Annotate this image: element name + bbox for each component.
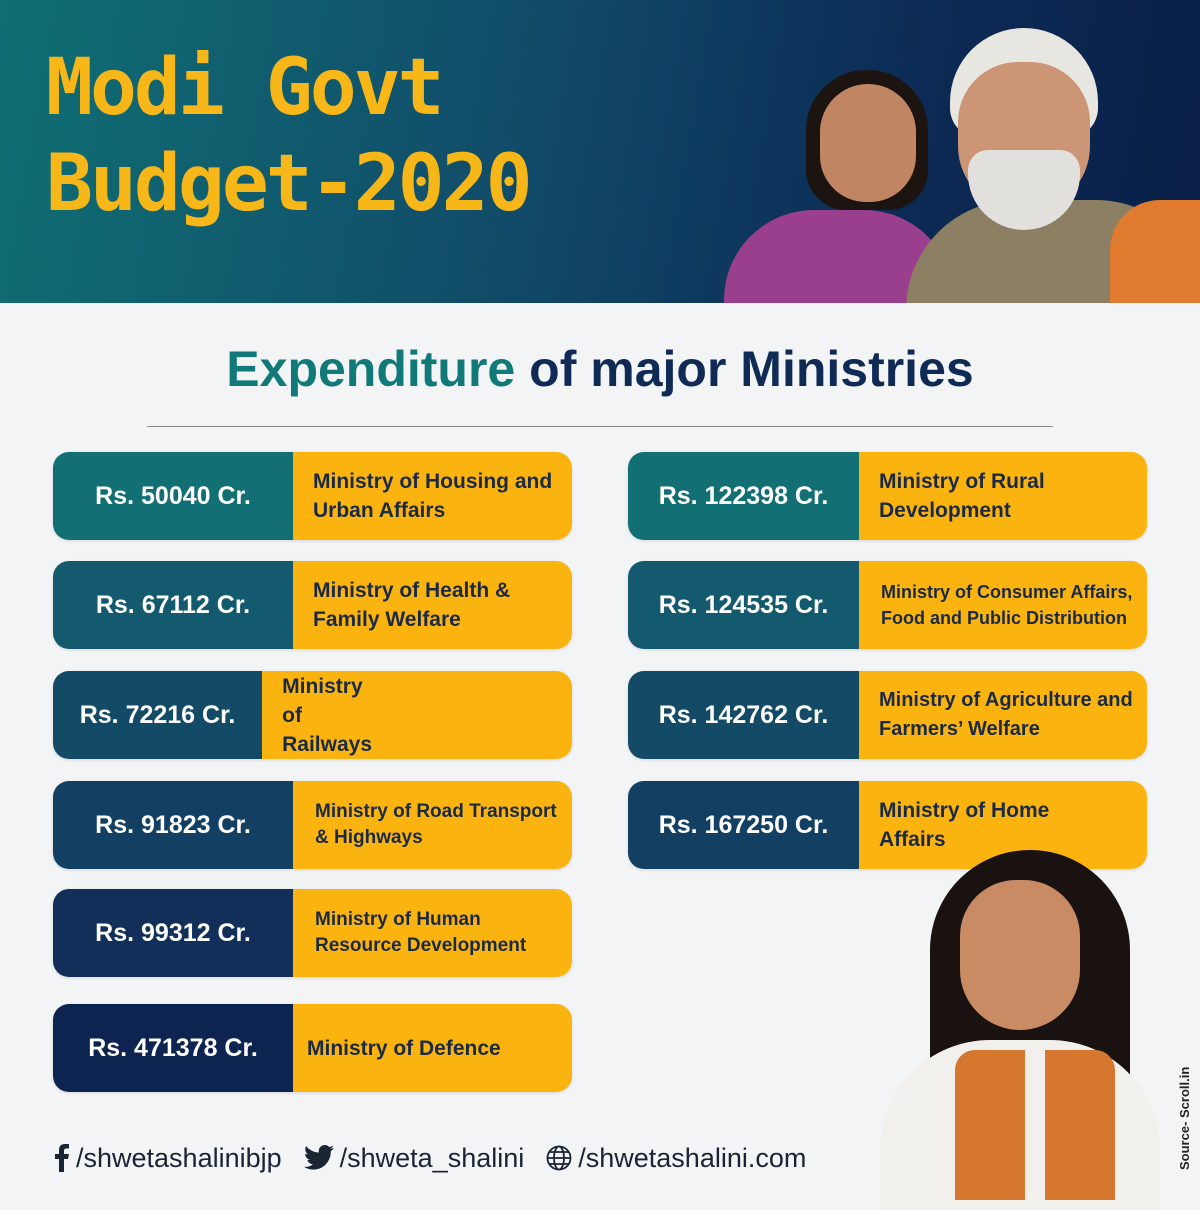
heading-divider: [147, 426, 1053, 427]
facebook-handle: /shwetashalinibjp: [76, 1142, 282, 1173]
website-link[interactable]: /shwetashalini.com: [546, 1143, 806, 1174]
ministry-row: Rs. 167250 Cr. Ministry of Home Affairs: [628, 781, 1147, 869]
ministry-amount: Rs. 124535 Cr.: [628, 561, 859, 649]
prime-minister-kurta: [1110, 200, 1200, 303]
ministry-row: Rs. 67112 Cr. Ministry of Health & Famil…: [53, 561, 572, 649]
ministry-amount: Rs. 67112 Cr.: [53, 561, 293, 649]
ministry-amount: Rs. 91823 Cr.: [53, 781, 293, 869]
ministry-name: Ministry of Agriculture and Farmers’ Wel…: [859, 671, 1147, 759]
ministry-name: Ministry of Defence: [293, 1004, 572, 1092]
section-heading: Expenditure of major Ministries: [0, 340, 1200, 398]
ministry-name: Ministry of Consumer Affairs, Food and P…: [859, 561, 1147, 649]
ministry-name: Ministry of Housing and Urban Affairs: [293, 452, 572, 540]
globe-icon: [546, 1145, 572, 1171]
social-footer: /shwetashalinibjp /shweta_shalini /shwet…: [52, 1136, 806, 1180]
ministry-row: Rs. 50040 Cr. Ministry of Housing and Ur…: [53, 452, 572, 540]
twitter-icon: [303, 1145, 334, 1171]
ministry-row: Rs. 99312 Cr. Ministry of Human Resource…: [53, 889, 572, 977]
header-banner: Modi Govt Budget-2020: [0, 0, 1200, 303]
facebook-icon: [52, 1144, 70, 1172]
ministry-row: Rs. 142762 Cr. Ministry of Agriculture a…: [628, 671, 1147, 759]
heading-word-expenditure: Expenditure: [226, 341, 516, 397]
ministry-row: Rs. 72216 Cr. Ministry of Railways: [53, 671, 572, 759]
ministry-amount: Rs. 122398 Cr.: [628, 452, 859, 540]
ministry-name: Ministry of Home Affairs: [859, 781, 1147, 869]
ministry-row: Rs. 471378 Cr. Ministry of Defence: [53, 1004, 572, 1092]
presenter-vest-right: [1045, 1050, 1115, 1200]
ministry-amount: Rs. 471378 Cr.: [53, 1004, 293, 1092]
ministry-amount: Rs. 99312 Cr.: [53, 889, 293, 977]
ministry-row: Rs. 124535 Cr. Ministry of Consumer Affa…: [628, 561, 1147, 649]
twitter-handle: /shweta_shalini: [339, 1142, 525, 1173]
presenter-face: [960, 880, 1080, 1030]
ministry-name: Ministry of Human Resource Development: [293, 889, 572, 977]
ministry-amount: Rs. 50040 Cr.: [53, 452, 293, 540]
facebook-link[interactable]: /shwetashalinibjp: [52, 1143, 282, 1174]
ministry-amount: Rs. 142762 Cr.: [628, 671, 859, 759]
ministry-amount: Rs. 167250 Cr.: [628, 781, 859, 869]
ministry-row: Rs. 91823 Cr. Ministry of Road Transport…: [53, 781, 572, 869]
ministry-name: Ministry of Rural Development: [859, 452, 1147, 540]
twitter-link[interactable]: /shweta_shalini: [303, 1142, 525, 1174]
title-line-2: Budget-2020: [46, 139, 533, 229]
finance-minister-face: [820, 84, 916, 202]
ministry-amount: Rs. 72216 Cr.: [53, 671, 263, 759]
ministry-name: Ministry of Road Transport & Highways: [293, 781, 572, 869]
ministry-name: Ministry of Railways: [262, 671, 572, 759]
ministry-name: Ministry of Health & Family Welfare: [293, 561, 572, 649]
website-url: /shwetashalini.com: [578, 1142, 807, 1173]
presenter-vest-left: [955, 1050, 1025, 1200]
title-line-1: Modi Govt: [46, 43, 445, 133]
ministry-row: Rs. 122398 Cr. Ministry of Rural Develop…: [628, 452, 1147, 540]
page-title: Modi Govt Budget-2020: [46, 40, 533, 232]
source-credit: Source- Scroll.in: [1177, 1066, 1192, 1170]
heading-rest: of major Ministries: [529, 341, 974, 397]
